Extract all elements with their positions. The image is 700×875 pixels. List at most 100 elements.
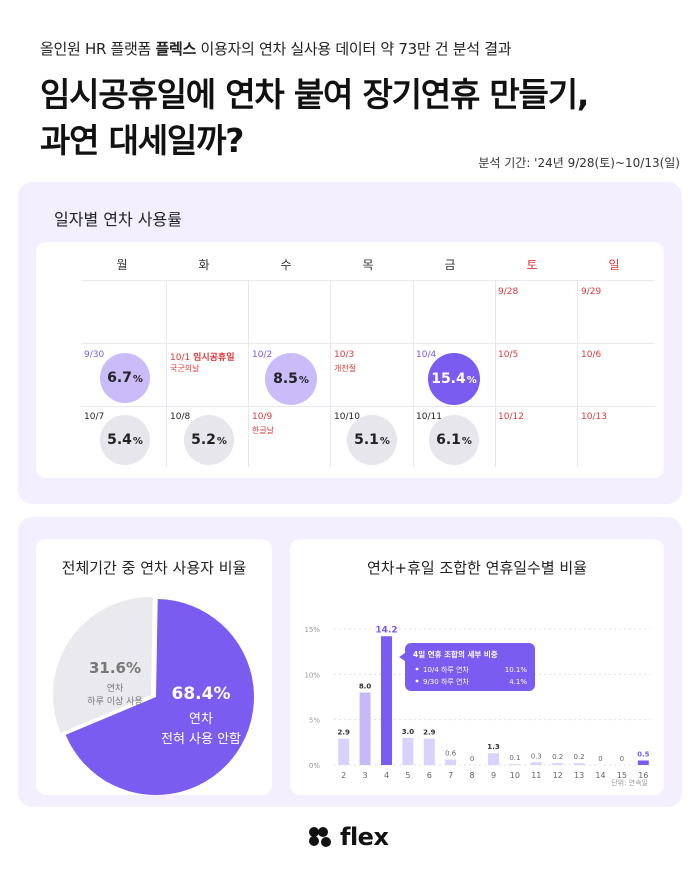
subtitle-suffix: 이용자의 연차 실사용 데이터 약 73만 건 분석 결과 — [196, 40, 512, 58]
bar-value-label: 2.9 — [337, 729, 350, 737]
bar-title: 연차+휴일 조합한 연휴일수별 비율 — [366, 559, 588, 577]
day-header-tue: 화 — [198, 258, 210, 272]
x-tick-label: 15 — [617, 771, 627, 780]
date-10-12: 10/12 — [498, 412, 524, 422]
bar — [359, 692, 371, 765]
x-tick-label: 9 — [491, 771, 496, 780]
pie-label-value: 68.4% — [172, 684, 231, 704]
flex-logo: flex — [308, 823, 389, 851]
bar-value-label: 0.3 — [531, 752, 542, 760]
date-10-13: 10/13 — [581, 412, 607, 422]
grid-line — [81, 343, 655, 344]
x-tick-label: 7 — [448, 771, 453, 780]
unit-note: 단위: 연속일 — [611, 778, 648, 787]
pie-label-text: 연차 — [107, 682, 124, 694]
bar — [509, 764, 521, 765]
date-10-5: 10/5 — [498, 350, 519, 360]
bar — [402, 737, 414, 765]
annotation-value: 10.1% — [505, 666, 528, 674]
usage-bubble-10-4: 15.4% — [428, 353, 480, 405]
pie-slice — [65, 599, 254, 795]
date-10-11: 10/11 — [416, 412, 442, 422]
date-9-30: 9/30 — [84, 350, 105, 360]
bar — [488, 753, 499, 765]
usage-bubble-10-8: 5.2% — [184, 415, 234, 465]
bar — [637, 760, 649, 765]
x-tick-label: 12 — [553, 771, 563, 780]
x-tick-label: 8 — [470, 771, 475, 780]
grid-line — [81, 406, 655, 407]
annotation-box — [405, 643, 535, 691]
pie-label-text: 하루 이상 사용 — [87, 696, 142, 707]
annotation-row: 9/30 하루 연차 — [423, 677, 469, 686]
bar — [445, 759, 457, 765]
bar-value-label: 0.1 — [509, 754, 520, 762]
analysis-period: 분석 기간: '24년 9/28(토)~10/13(일) — [478, 156, 680, 170]
grid-line — [166, 280, 167, 467]
bar-card: 연차+휴일 조합한 연휴일수별 비율 0% 5% 10% 15% 2.9 2 8.0 3 14.… — [290, 539, 664, 795]
page-title: 임시공휴일에 연차 붙여 장기연휴 만들기, 과연 대세일까? — [40, 72, 589, 164]
grid-line — [330, 280, 331, 467]
calendar: 월 화 수 목 금 토 일 9/28 9/29 9/30 6.7% 10/1 임… — [36, 242, 664, 478]
bar-value-label: 0.2 — [552, 753, 563, 761]
bar-value-label: 2.9 — [423, 729, 436, 737]
date-9-28: 9/28 — [498, 287, 519, 297]
bar-value-label: 0 — [598, 755, 602, 763]
x-tick-label: 13 — [574, 771, 584, 780]
usage-bubble-10-2: 8.5% — [265, 353, 317, 405]
x-tick-label: 10 — [510, 771, 520, 780]
grid-line — [495, 280, 496, 467]
day-header-mon: 월 — [116, 258, 128, 272]
bar-value-label: 3.0 — [402, 728, 415, 736]
usage-bubble-10-10: 5.1% — [347, 415, 397, 465]
date-10-3: 10/3 — [334, 350, 355, 360]
x-tick-label: 3 — [363, 771, 368, 780]
x-tick-label: 11 — [531, 771, 541, 780]
bar-value-label: 14.2 — [375, 625, 397, 635]
flex-logo-icon — [309, 827, 331, 847]
day-header-wed: 수 — [280, 258, 292, 272]
bar — [552, 763, 564, 765]
date-9-29: 9/29 — [581, 287, 602, 297]
grid-line — [413, 280, 414, 467]
x-tick-label: 5 — [405, 771, 410, 780]
holiday-note-armed-forces: 국군의날 — [170, 364, 200, 373]
bar-value-label: 0.6 — [445, 750, 457, 758]
grid-line — [577, 280, 578, 467]
day-header-sun: 일 — [608, 258, 620, 272]
date-10-1: 10/1 임시공휴일 — [170, 353, 235, 363]
x-tick-label: 14 — [595, 771, 605, 780]
usage-bubble-9-30: 6.7% — [100, 353, 150, 403]
bar — [338, 738, 350, 765]
y-tick-label: 0% — [309, 762, 320, 770]
grid-line — [81, 280, 655, 281]
pie-slice — [52, 597, 153, 733]
bar — [381, 636, 392, 765]
annotation-title: 4일 연휴 조합의 세부 비중 — [413, 649, 498, 659]
bar — [530, 762, 542, 765]
usage-bubble-10-7: 5.4% — [100, 415, 150, 465]
date-10-8: 10/8 — [170, 412, 191, 422]
pie-card: 전체기간 중 연차 사용자 비율 68.4% 연차 전혀 사용 안함 31.6% 연차 하… — [36, 539, 272, 795]
pie-label-text: 전혀 사용 안함 — [161, 732, 241, 747]
bar-value-label: 1.3 — [487, 743, 500, 751]
pie-label-text: 연차 — [189, 712, 213, 727]
calendar-panel: 일자별 연차 사용률 월 화 수 목 금 토 일 9/28 9/29 9/30 … — [18, 182, 682, 504]
date-10-9: 10/9 — [252, 412, 273, 422]
charts-panel: 전체기간 중 연차 사용자 비율 68.4% 연차 전혀 사용 안함 31.6% 연차 하… — [18, 517, 682, 807]
x-tick-label: 16 — [638, 771, 648, 780]
annotation-bullet — [415, 667, 419, 671]
annotation-value: 4.1% — [509, 678, 527, 686]
x-tick-label: 2 — [341, 771, 346, 780]
bar-value-label: 8.0 — [359, 682, 372, 690]
day-header-sat: 토 — [526, 258, 538, 272]
subtitle-prefix: 올인원 HR 플랫폼 — [40, 40, 156, 58]
holiday-note-hangul: 한글날 — [252, 426, 275, 435]
y-tick-label: 5% — [309, 717, 320, 725]
annotation-pointer — [399, 653, 405, 661]
pie-title: 전체기간 중 연차 사용자 비율 — [61, 559, 247, 577]
usage-bubble-10-11: 6.1% — [429, 415, 479, 465]
holiday-label: 임시공휴일 — [193, 353, 235, 363]
grid-line — [248, 280, 249, 467]
